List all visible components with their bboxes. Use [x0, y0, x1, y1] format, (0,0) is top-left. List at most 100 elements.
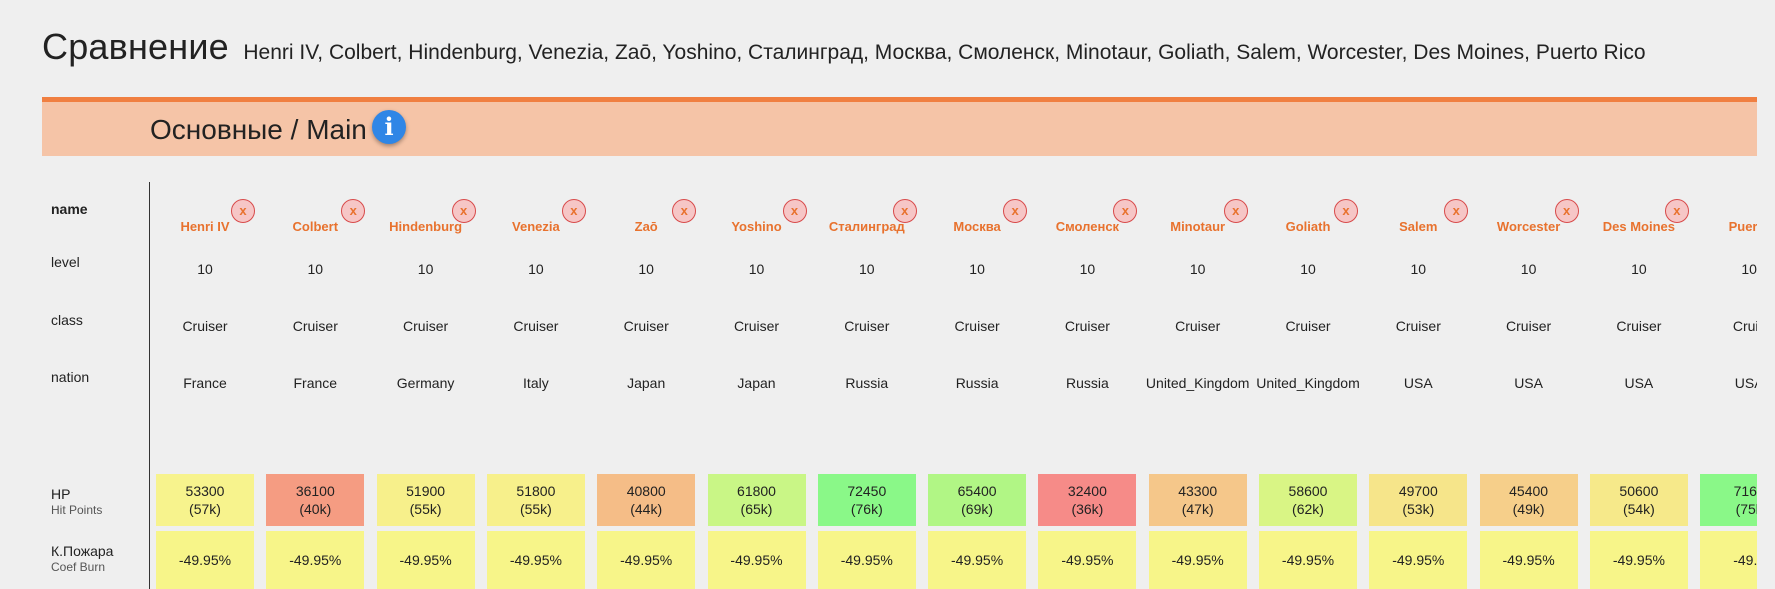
ship-column: Yoshino x 10 Cruiser Japan 61800 (65k) -49.95%	[705, 182, 809, 589]
ship-name-link[interactable]: Hindenburg	[389, 219, 463, 234]
remove-ship-button[interactable]: x	[1223, 199, 1248, 223]
ship-hp-value: 45400	[1509, 483, 1549, 499]
remove-ship-button[interactable]: x	[341, 199, 366, 223]
ship-name-link[interactable]: Zaō	[634, 219, 658, 234]
ship-class: Cruiser	[733, 318, 780, 334]
row-label-class: class	[51, 312, 83, 328]
ship-hp-rounded: (55k)	[409, 501, 442, 517]
ship-name-link[interactable]: Minotaur	[1170, 219, 1226, 234]
ship-hp-rounded: (65k)	[740, 501, 773, 517]
ship-hp-cell: 36100 (40k)	[266, 474, 365, 526]
ship-class: Cruiser	[1506, 318, 1552, 334]
remove-ship-button[interactable]: x	[451, 199, 476, 223]
ship-burn-cell: -49.95%	[1038, 531, 1137, 589]
ship-burn-cell: -49.95%	[1259, 531, 1357, 589]
ship-comparison-columns: Henri IV x 10 Cruiser France 53300 (57k) -49.95…	[150, 182, 1757, 589]
ship-name-link[interactable]: Colbert	[292, 219, 339, 234]
ship-name-link[interactable]: Worcester	[1496, 219, 1561, 234]
remove-ship-button[interactable]: x	[1444, 199, 1469, 223]
ship-nation: United_Kingdom	[1145, 375, 1250, 391]
ship-burn-cell: -49.95%	[1479, 531, 1578, 589]
remove-ship-button[interactable]: x	[892, 199, 917, 223]
remove-ship-button[interactable]: x	[782, 199, 807, 223]
row-label-name: name	[51, 201, 88, 217]
ship-level: 10	[1189, 261, 1206, 277]
ship-hp-rounded: (57k)	[189, 501, 221, 517]
ship-hp-value: 43300	[1178, 483, 1218, 499]
ship-level: 10	[969, 261, 985, 277]
section-header-main: Основные / Main i	[42, 97, 1757, 156]
ship-nation: Japan	[627, 375, 666, 391]
ship-burn-cell: -49.95%	[266, 531, 365, 589]
remove-ship-button[interactable]: x	[1664, 199, 1689, 223]
ship-burn-cell: -49.95%	[1148, 531, 1247, 589]
remove-ship-button[interactable]: x	[1554, 199, 1579, 223]
ship-name-link[interactable]: Salem	[1399, 219, 1438, 234]
row-label-burn: К.Пожара Coef Burn	[51, 543, 113, 574]
ship-class: Cruiser	[1064, 318, 1110, 334]
ship-hp-value: 65400	[957, 483, 997, 499]
ship-name-link[interactable]: Сталинград	[828, 219, 905, 234]
remove-ship-button[interactable]: x	[1334, 199, 1358, 223]
ship-class: Cruiser	[513, 318, 559, 334]
ship-name-link[interactable]: Des Moines	[1602, 219, 1676, 234]
label-column-divider	[149, 182, 150, 589]
ship-nation: Russia	[845, 375, 889, 391]
ship-hp-cell: 32400 (36k)	[1038, 474, 1137, 526]
ship-name-link[interactable]: Смоленск	[1055, 219, 1120, 234]
ship-class: Cruiser	[844, 318, 890, 334]
ship-name-link[interactable]: Yoshino	[731, 219, 782, 234]
ship-hp-cell: 53300 (57k)	[156, 474, 254, 526]
ship-column: Des Moines x 10 Cruiser USA 50600 (54k) -49.95%	[1587, 182, 1691, 589]
ship-name-link[interactable]: Goliath	[1285, 219, 1331, 234]
ship-nation: France	[293, 375, 338, 391]
ship-burn-cell: -49.95%	[707, 531, 806, 589]
ship-class: Cruiser	[1616, 318, 1662, 334]
ship-name-link[interactable]: Henri IV	[180, 219, 230, 234]
ship-column: Colbert x 10 Cruiser France 36100 (40k) -49.95%	[263, 182, 367, 589]
row-label-hp-title: HP	[51, 486, 71, 502]
ship-column: Смоленск x 10 Cruiser Russia 32400 (36k) -49.95…	[1035, 182, 1139, 589]
ship-column: Venezia x 10 Cruiser Italy 51800 (55k) -49.95%	[484, 182, 588, 589]
ship-column: Worcester x 10 Cruiser USA 45400 (49k) -49.95%	[1477, 182, 1581, 589]
remove-ship-button[interactable]: x	[1003, 199, 1028, 223]
ship-class: Cruiser	[623, 318, 669, 334]
ship-nation: USA	[1403, 375, 1433, 391]
ship-hp-cell: 65400 (69k)	[928, 474, 1027, 526]
ship-hp-rounded: (36k)	[1071, 501, 1104, 517]
ship-hp-value: 49700	[1398, 483, 1438, 499]
ship-level: 10	[859, 261, 875, 277]
ship-hp-value: 40800	[626, 483, 666, 499]
ship-burn-cell: -49.95%	[1369, 531, 1468, 589]
ship-name-link[interactable]: Venezia	[512, 219, 560, 234]
ship-hp-cell: 7165 (75k	[1700, 474, 1757, 526]
remove-ship-button[interactable]: x	[672, 199, 697, 223]
info-icon[interactable]: i	[372, 110, 406, 144]
remove-ship-button[interactable]: x	[1113, 199, 1138, 223]
ship-hp-value: 58600	[1288, 483, 1328, 499]
ship-hp-cell: 72450 (76k)	[817, 474, 916, 526]
ship-hp-value: 51800	[516, 483, 556, 499]
row-label-hp: HP Hit Points	[51, 486, 102, 517]
ship-hp-rounded: (49k)	[1512, 501, 1545, 517]
ship-column: Minotaur x 10 Cruiser United_Kingdom 43300 (47…	[1146, 182, 1250, 589]
ship-burn-cell: -49.95%	[817, 531, 916, 589]
ship-class: Cruis	[1732, 318, 1757, 334]
ship-hp-cell: 51900 (55k)	[376, 474, 475, 526]
ship-class: Cruiser	[1285, 318, 1331, 334]
ship-name-link[interactable]: Puerto	[1728, 219, 1757, 234]
ship-hp-rounded: (55k)	[519, 501, 552, 517]
ship-class: Cruiser	[954, 318, 1000, 334]
ship-hp-cell: 50600 (54k)	[1589, 474, 1688, 526]
ship-hp-rounded: (40k)	[299, 501, 332, 517]
ship-burn-cell: -49.95%	[1589, 531, 1688, 589]
remove-ship-button[interactable]: x	[561, 199, 586, 223]
ship-hp-value: 36100	[295, 483, 335, 499]
ship-hp-value: 72450	[847, 483, 887, 499]
remove-ship-button[interactable]: x	[231, 199, 255, 223]
ship-nation: USA	[1624, 375, 1654, 391]
ship-burn-cell: -49.95%	[486, 531, 585, 589]
row-label-hp-subtitle: Hit Points	[51, 503, 103, 517]
ship-column: Puerto 10 Cruis USA 7165 (75k -49.9	[1697, 182, 1757, 589]
ship-name-link[interactable]: Москва	[953, 219, 1001, 234]
